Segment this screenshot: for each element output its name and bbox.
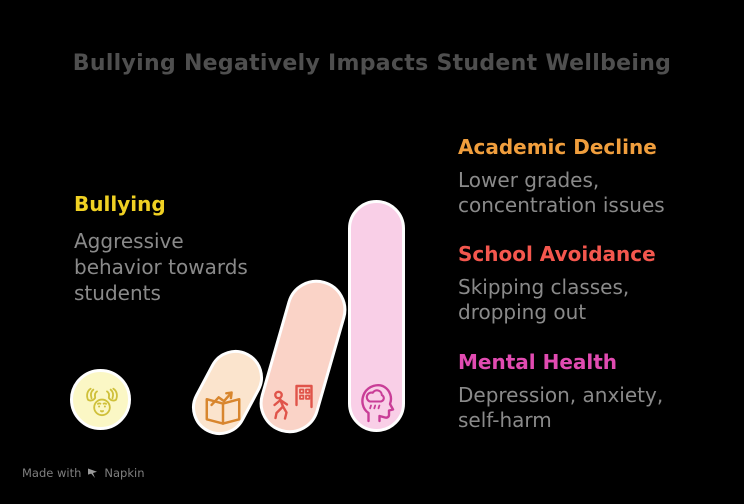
cause-description: Aggressive behavior towards students bbox=[74, 229, 248, 305]
effect-school-avoidance: School Avoidance Skipping classes, dropp… bbox=[458, 241, 690, 325]
effect-mental-health: Mental Health Depression, anxiety, self-… bbox=[458, 349, 690, 433]
head-rain-cloud-icon bbox=[354, 379, 400, 425]
scared-child-icon bbox=[82, 382, 122, 420]
napkin-logo-icon bbox=[88, 468, 98, 478]
effect-label: School Avoidance bbox=[458, 242, 656, 266]
page-title: Bullying Negatively Impacts Student Well… bbox=[72, 51, 672, 76]
brand-name: Napkin bbox=[104, 466, 145, 480]
effect-label: Mental Health bbox=[458, 350, 618, 374]
person-leaving-school-icon bbox=[269, 379, 315, 424]
effect-description: Lower grades, concentration issues bbox=[458, 168, 665, 217]
effect-label: Academic Decline bbox=[458, 135, 657, 159]
effect-description: Skipping classes, dropping out bbox=[458, 275, 630, 324]
made-with-text: Made with bbox=[22, 466, 82, 480]
effect-academic-decline: Academic Decline Lower grades, concentra… bbox=[458, 134, 690, 218]
cause-label: Bullying bbox=[74, 192, 166, 216]
open-book-trend-up-icon bbox=[201, 383, 245, 425]
cause-block: Bullying Aggressive behavior towards stu… bbox=[74, 191, 266, 306]
mental-health-capsule bbox=[348, 200, 405, 432]
bullying-bubble bbox=[70, 369, 131, 430]
effect-description: Depression, anxiety, self-harm bbox=[458, 383, 664, 432]
footer: Made with Napkin bbox=[22, 466, 145, 480]
